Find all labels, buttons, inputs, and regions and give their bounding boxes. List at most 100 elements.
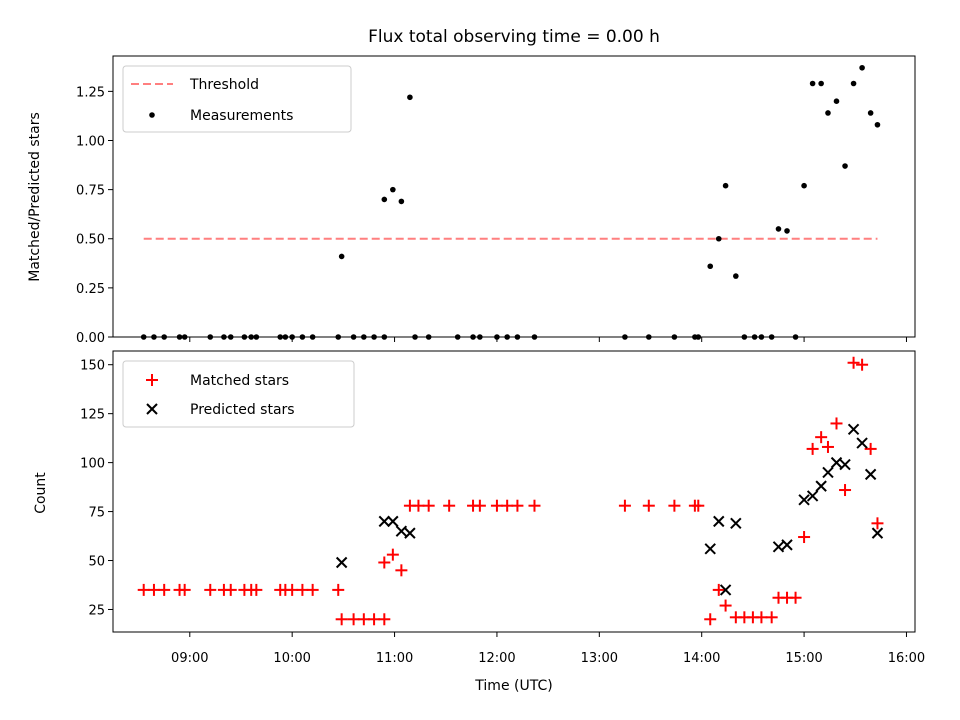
y-tick-label: 25	[88, 603, 105, 618]
matched-stars-point	[668, 499, 681, 512]
measurement-point	[707, 263, 714, 270]
top-legend-box	[122, 65, 352, 133]
bottom-x-ticks: 09:00 10:00 11:00 12:00 13:00 14:00 15:00 16:00	[171, 632, 925, 666]
matched-stars-point	[528, 499, 541, 512]
chart-title: Flux total observing time = 0.00 h	[368, 27, 660, 47]
top-plot-frame	[112, 55, 916, 338]
matched-stars-point	[378, 556, 391, 569]
y-tick-label: 0.75	[76, 184, 105, 199]
x-tick-label: 11:00	[376, 651, 413, 666]
top-x-ticks	[189, 337, 907, 342]
y-tick-label: 0.50	[76, 233, 105, 248]
bottom-legend-box	[122, 360, 355, 428]
y-tick-label: 75	[88, 506, 105, 521]
matched-stars-point	[618, 499, 631, 512]
matched-stars-point	[422, 499, 435, 512]
matched-stars-point	[856, 358, 869, 371]
matched-stars-point	[473, 499, 486, 512]
matched-stars-point	[704, 613, 717, 626]
matched-stars-point	[712, 583, 725, 596]
matched-stars-point	[692, 499, 705, 512]
top-y-axis-label: Matched/Predicted stars	[27, 112, 43, 282]
measurement-point	[784, 228, 790, 234]
matched-stars-point	[395, 564, 408, 577]
legend-predicted-label: Predicted stars	[190, 402, 295, 418]
predicted-stars-point	[772, 541, 785, 553]
predicted-stars-point	[847, 423, 860, 436]
matched-stars-point	[443, 499, 456, 512]
measurement-point	[733, 273, 739, 279]
predicted-stars-point	[781, 539, 793, 551]
top-legend: Threshold Measurements	[122, 65, 352, 133]
predicted-stars-point	[713, 515, 725, 528]
predicted-stars-point	[798, 494, 810, 506]
matched-stars-point	[501, 499, 514, 512]
matched-stars-point	[147, 583, 160, 596]
matched-stars-point	[296, 583, 309, 596]
matched-stars-point	[386, 548, 399, 561]
measurement-point	[407, 94, 413, 101]
y-tick-label: 0.00	[76, 331, 105, 346]
predicted-stars-point	[864, 468, 877, 481]
legend-threshold-label: Threshold	[189, 77, 259, 93]
matched-stars-point	[815, 431, 828, 444]
x-axis-label: Time (UTC)	[474, 678, 552, 694]
predicted-stars-point	[387, 515, 399, 528]
top-y-ticks: 0.00 0.25 0.50 0.75 1.00 1.25	[76, 85, 113, 346]
predicted-stars-point	[704, 543, 716, 555]
predicted-stars-point	[815, 480, 827, 492]
predicted-stars-point	[395, 525, 408, 537]
bottom-plot-content	[137, 356, 884, 626]
matched-stars-point	[137, 583, 150, 596]
bottom-panel: 25 50 75 100 125 150 09:00 10:00 11:00 12:00 13:0…	[33, 350, 925, 694]
measurement-point	[850, 80, 857, 87]
bottom-y-axis-label: Count	[33, 472, 49, 514]
matched-stars-point	[368, 613, 381, 626]
predicted-stars-point	[335, 556, 348, 569]
y-tick-label: 50	[88, 555, 105, 570]
bottom-plot-frame	[112, 350, 916, 633]
matched-stars-point	[224, 583, 237, 596]
measurement-point	[381, 196, 388, 203]
measurement-point	[390, 186, 396, 193]
matched-stars-point	[765, 611, 778, 624]
matched-stars-point	[490, 499, 503, 512]
matched-stars-point	[158, 583, 171, 596]
measurement-point	[722, 182, 729, 189]
predicted-stars-point	[719, 584, 732, 596]
matched-stars-point	[719, 599, 732, 612]
matched-stars-point	[332, 583, 345, 596]
legend-matched-swatch	[146, 374, 158, 386]
x-tick-label: 15:00	[785, 651, 822, 666]
measurement-point	[338, 253, 345, 260]
y-tick-label: 1.00	[76, 134, 105, 149]
matched-stars-point	[511, 499, 524, 512]
matched-stars-point	[347, 613, 360, 626]
x-tick-label: 09:00	[171, 651, 208, 666]
measurement-point	[859, 64, 865, 71]
top-panel: 0.00 0.25 0.50 0.75 1.00 1.25 Matched/Predict…	[27, 55, 916, 346]
matched-stars-point	[821, 440, 834, 453]
y-tick-label: 100	[80, 457, 105, 472]
predicted-stars-point	[404, 527, 416, 539]
matched-stars-point	[871, 517, 884, 530]
matched-stars-point	[250, 583, 263, 596]
matched-stars-point	[286, 583, 299, 596]
matched-stars-point	[798, 531, 811, 544]
measurement-point	[833, 98, 840, 104]
measurement-point	[801, 182, 807, 189]
y-tick-label: 150	[80, 359, 105, 374]
matched-stars-point	[204, 583, 217, 596]
matched-stars-point	[178, 583, 191, 596]
x-tick-label: 16:00	[888, 651, 925, 666]
matched-stars-point	[642, 499, 655, 512]
predicted-stars-point	[378, 515, 391, 528]
matched-stars-point	[755, 611, 768, 624]
matched-stars-point	[839, 484, 852, 497]
predicted-stars-point	[871, 527, 884, 539]
legend-measurements-swatch	[149, 112, 155, 118]
measurement-point	[809, 80, 816, 87]
matched-stars-point	[357, 613, 370, 626]
measurement-point	[842, 163, 848, 169]
